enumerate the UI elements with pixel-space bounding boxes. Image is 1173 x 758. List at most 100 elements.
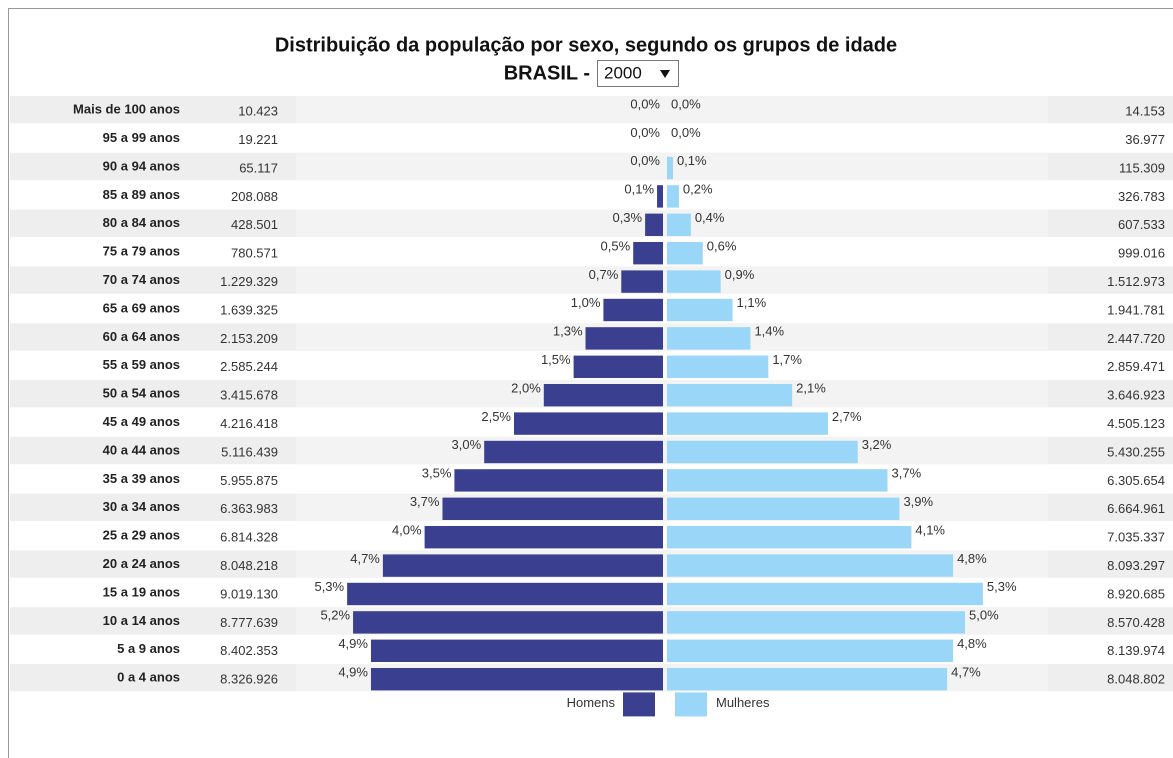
category-label: 40 a 44 anos bbox=[103, 442, 180, 457]
women-pct-label: 3,9% bbox=[903, 494, 933, 509]
men-count: 65.117 bbox=[239, 160, 278, 175]
category-label: 35 a 39 anos bbox=[103, 471, 180, 486]
category-label: 0 a 4 anos bbox=[117, 670, 180, 685]
women-bar bbox=[667, 242, 703, 265]
women-count: 8.048.802 bbox=[1107, 672, 1165, 687]
legend-label: Homens bbox=[567, 695, 616, 710]
men-pct-label: 1,3% bbox=[553, 324, 583, 339]
men-bar bbox=[370, 668, 663, 691]
men-bar bbox=[645, 213, 663, 236]
year-select[interactable]: 2000 bbox=[597, 60, 679, 87]
men-bar bbox=[370, 639, 663, 662]
category-label: 60 a 64 anos bbox=[103, 329, 180, 344]
men-count: 780.571 bbox=[231, 246, 278, 261]
women-count: 8.920.685 bbox=[1107, 586, 1165, 601]
women-count: 2.859.471 bbox=[1107, 359, 1165, 374]
women-bar bbox=[667, 156, 673, 180]
men-count: 8.326.926 bbox=[220, 672, 278, 687]
men-bar bbox=[353, 611, 663, 634]
women-count: 8.093.297 bbox=[1107, 558, 1165, 573]
chart-title: Distribuição da população por sexo, segu… bbox=[275, 34, 897, 56]
women-count: 3.646.923 bbox=[1107, 388, 1165, 403]
men-pct-label: 3,7% bbox=[410, 494, 440, 509]
women-pct-label: 0,9% bbox=[725, 267, 755, 282]
women-bar bbox=[667, 639, 954, 662]
category-label: 85 a 89 anos bbox=[103, 187, 180, 202]
category-label: 70 a 74 anos bbox=[103, 272, 180, 287]
category-label: 15 a 19 anos bbox=[103, 584, 180, 599]
category-label: 5 a 9 anos bbox=[117, 641, 180, 656]
men-bar bbox=[543, 384, 663, 407]
women-bar bbox=[667, 298, 733, 322]
men-pct-label: 4,0% bbox=[392, 522, 422, 537]
women-pct-label: 3,7% bbox=[892, 466, 922, 481]
women-pct-label: 3,2% bbox=[862, 437, 892, 452]
men-pct-label: 4,7% bbox=[350, 551, 380, 566]
women-pct-label: 2,7% bbox=[832, 409, 862, 424]
women-count: 2.447.720 bbox=[1107, 331, 1165, 346]
men-bar bbox=[347, 582, 663, 606]
men-pct-label: 1,0% bbox=[571, 295, 601, 310]
men-bar bbox=[454, 469, 663, 492]
women-count: 36.977 bbox=[1125, 132, 1165, 147]
men-count: 8.402.353 bbox=[220, 643, 278, 658]
women-bar bbox=[667, 213, 691, 236]
category-label: Mais de 100 anos bbox=[73, 102, 180, 117]
category-label: 45 a 49 anos bbox=[103, 414, 180, 429]
category-label: 80 a 84 anos bbox=[103, 215, 180, 230]
women-bar bbox=[667, 412, 828, 435]
men-pct-label: 2,0% bbox=[511, 380, 541, 395]
men-pct-label: 5,2% bbox=[320, 608, 350, 623]
men-pct-label: 0,7% bbox=[589, 267, 619, 282]
men-bar bbox=[424, 526, 663, 549]
center-gap bbox=[296, 96, 1048, 124]
women-pct-label: 0,4% bbox=[695, 210, 725, 225]
women-count: 8.139.974 bbox=[1107, 643, 1165, 658]
men-pct-label: 3,5% bbox=[422, 466, 452, 481]
men-count: 3.415.678 bbox=[220, 388, 278, 403]
women-count: 607.533 bbox=[1118, 217, 1165, 232]
men-count: 2.585.244 bbox=[220, 359, 278, 374]
women-pct-label: 0,0% bbox=[671, 125, 701, 140]
men-pct-label: 0,0% bbox=[630, 125, 660, 140]
women-pct-label: 5,0% bbox=[969, 608, 999, 623]
women-count: 1.512.973 bbox=[1107, 274, 1165, 289]
men-pct-label: 0,1% bbox=[624, 182, 654, 197]
men-pct-label: 4,9% bbox=[338, 664, 368, 679]
women-bar bbox=[667, 469, 888, 492]
women-pct-label: 2,1% bbox=[796, 380, 826, 395]
women-bar bbox=[667, 611, 965, 634]
men-pct-label: 0,5% bbox=[601, 238, 631, 253]
men-count: 8.777.639 bbox=[220, 615, 278, 630]
men-count: 10.423 bbox=[238, 104, 278, 119]
women-pct-label: 4,8% bbox=[957, 551, 987, 566]
category-label: 75 a 79 anos bbox=[103, 244, 180, 259]
men-bar bbox=[573, 355, 663, 378]
select-value[interactable]: 2000 bbox=[604, 63, 642, 82]
women-bar bbox=[667, 270, 721, 293]
men-count: 208.088 bbox=[231, 189, 278, 204]
women-bar bbox=[667, 327, 751, 350]
men-bar bbox=[382, 554, 663, 577]
men-count: 5.116.439 bbox=[221, 444, 278, 459]
men-bar bbox=[621, 270, 663, 293]
women-count: 1.941.781 bbox=[1107, 302, 1165, 317]
women-count: 8.570.428 bbox=[1107, 615, 1165, 630]
women-bar bbox=[667, 185, 679, 208]
women-count: 5.430.255 bbox=[1107, 444, 1165, 459]
legend-swatch bbox=[623, 692, 655, 717]
men-count: 6.814.328 bbox=[220, 530, 278, 545]
men-count: 2.153.209 bbox=[220, 331, 278, 346]
select-arrow[interactable] bbox=[660, 70, 670, 78]
men-bar bbox=[603, 298, 663, 322]
category-label: 95 a 99 anos bbox=[103, 130, 180, 145]
women-count: 14.153 bbox=[1125, 104, 1165, 119]
men-pct-label: 0,0% bbox=[630, 153, 660, 168]
men-count: 1.639.325 bbox=[220, 302, 278, 317]
men-count: 5.955.875 bbox=[220, 473, 278, 488]
category-label: 55 a 59 anos bbox=[103, 357, 180, 372]
women-bar bbox=[667, 355, 769, 378]
men-pct-label: 1,5% bbox=[541, 352, 571, 367]
women-bar bbox=[667, 554, 954, 577]
men-count: 19.221 bbox=[238, 132, 278, 147]
